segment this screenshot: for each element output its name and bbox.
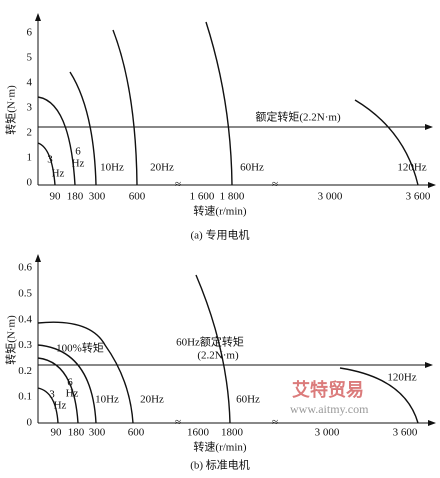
caption: (a) 专用电机 [191, 228, 250, 242]
curve-label: Hz [72, 158, 85, 170]
curve [205, 21, 233, 186]
curve [37, 321, 134, 424]
x-tick-label: 300 [89, 191, 106, 203]
x-tick-label: 600 [129, 191, 146, 203]
curve-label: 60Hz [236, 394, 260, 406]
y-tick-label: 0.3 [18, 339, 32, 351]
watermark: 艾特贸易 [292, 379, 364, 400]
x-tick-label: 3 600 [393, 427, 418, 439]
x-tick-label: 300 [89, 427, 106, 439]
curve [195, 274, 231, 424]
curve-label: 20Hz [140, 394, 164, 406]
x-tick-label: 600 [128, 427, 145, 439]
y-tick-label: 0.1 [18, 391, 32, 403]
curve [37, 344, 97, 424]
curve-label: 6 [67, 377, 73, 389]
x-label: 转速(r/min) [193, 204, 246, 218]
y-tick-label: 0.4 [18, 313, 32, 325]
curve-label: 60Hz [240, 162, 264, 174]
y-tick-label: 3 [27, 102, 33, 114]
curve [37, 96, 76, 186]
watermark: www.aitmy.com [290, 402, 369, 416]
x-tick-label: 1 600 [190, 191, 215, 203]
annotation: 100%转矩 [56, 341, 104, 355]
top-chart: ≈ ≈ [35, 13, 436, 191]
curve-label: Hz [54, 400, 67, 412]
curve-label: 20Hz [150, 162, 174, 174]
caption: (b) 标准电机 [190, 458, 250, 472]
curve-label: 120Hz [397, 162, 426, 174]
axis-break: ≈ [272, 179, 278, 191]
x-tick-label: 1 800 [220, 191, 245, 203]
curve [37, 387, 59, 424]
x-tick-label: 3 600 [406, 191, 431, 203]
x-tick-label: 3 000 [318, 191, 343, 203]
curve-label: 6 [75, 146, 81, 158]
curve [112, 29, 138, 186]
y-tick-label: 2 [27, 127, 33, 139]
curve [37, 357, 79, 424]
x-tick-label: 90 [51, 427, 63, 439]
x-tick-label: 1600 [187, 427, 210, 439]
y-tick-label: 6 [27, 27, 33, 39]
annotation: (2.2N·m) [197, 350, 239, 362]
x-label: 转速(r/min) [193, 440, 246, 454]
x-tick-label: 180 [68, 427, 85, 439]
axis-break: ≈ [175, 179, 181, 191]
axis-break: ≈ [272, 417, 278, 429]
x-tick-label: 3 000 [315, 427, 340, 439]
curve-label: 3 [47, 154, 53, 166]
y-tick-label: 1 [27, 152, 33, 164]
y-tick-label: 0.5 [18, 288, 32, 300]
y-tick-label: 0 [27, 417, 33, 429]
annotation: 60Hz额定转矩 [176, 335, 244, 349]
axis-break: ≈ [175, 417, 181, 429]
y-tick-label: 4 [27, 77, 33, 89]
curve-label: 3 [49, 389, 55, 401]
y-tick-label: 0 [27, 177, 33, 189]
curve [69, 71, 97, 186]
y-tick-label: 0.6 [18, 262, 32, 274]
y-tick-label: 5 [27, 52, 33, 64]
annotation: 额定转矩(2.2N·m) [255, 110, 341, 124]
y-tick-label: 0.2 [18, 365, 32, 377]
curve [339, 367, 419, 424]
x-tick-label: 90 [50, 191, 62, 203]
y-label: 转矩(N·m) [4, 315, 18, 365]
curve-label: 10Hz [100, 162, 124, 174]
curve [37, 142, 56, 186]
curve-label: Hz [66, 388, 79, 400]
x-tick-label: 180 [67, 191, 84, 203]
y-label: 转矩(N·m) [4, 85, 18, 135]
bottom-chart: ≈ ≈ [35, 254, 436, 429]
curve-label: Hz [52, 168, 65, 180]
curve-label: 10Hz [95, 394, 119, 406]
curve-label: 120Hz [387, 372, 416, 384]
x-tick-label: 1800 [221, 427, 244, 439]
curve [354, 99, 419, 186]
